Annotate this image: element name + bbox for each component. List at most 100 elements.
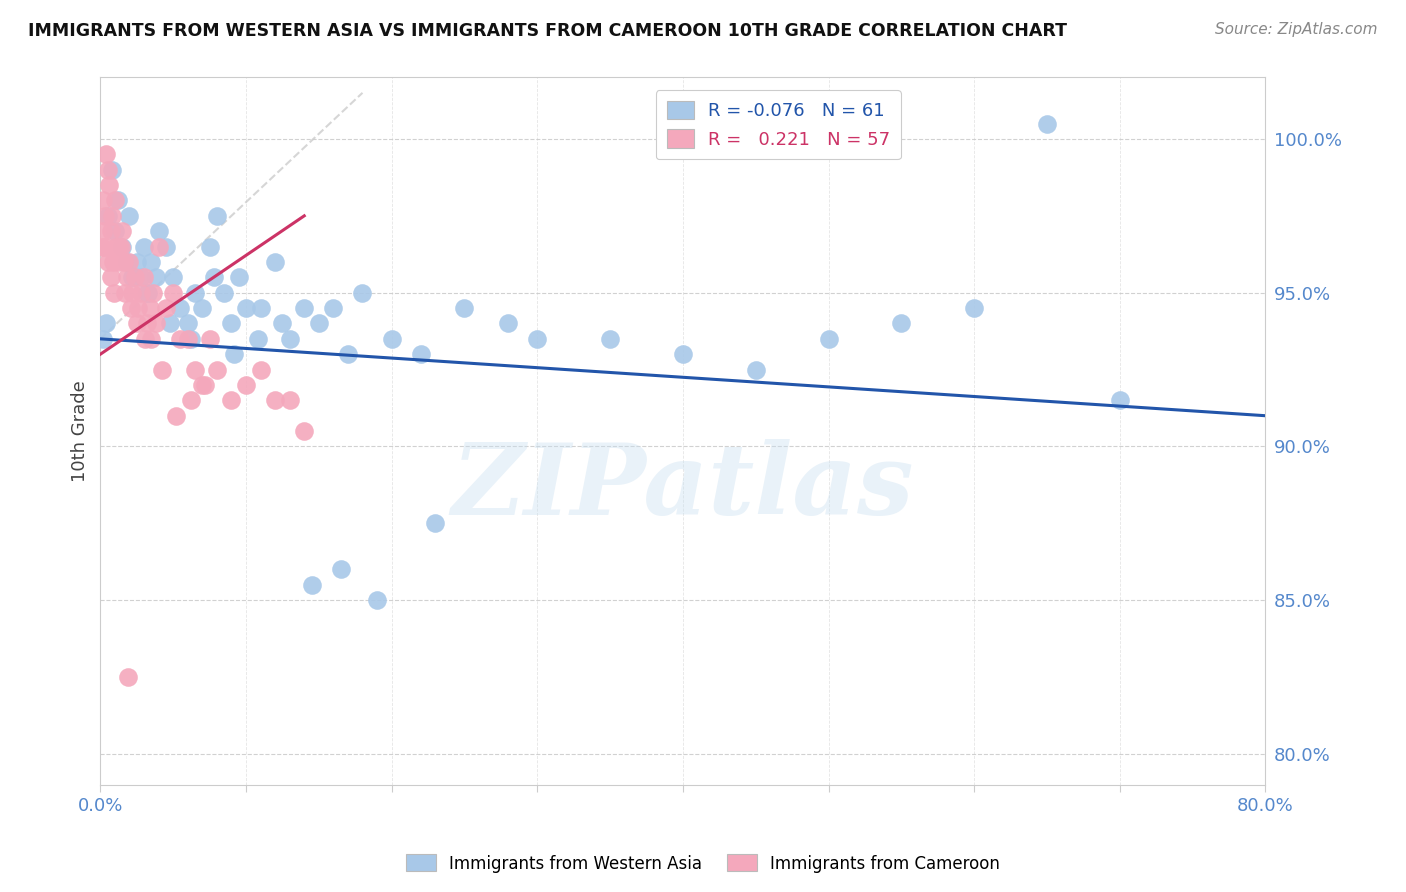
Point xyxy=(93,209,115,223)
Point xyxy=(107,194,129,208)
Point xyxy=(322,301,344,315)
Text: Source: ZipAtlas.com: Source: ZipAtlas.com xyxy=(1215,22,1378,37)
Point xyxy=(101,209,124,223)
Point xyxy=(148,239,170,253)
Point xyxy=(292,301,315,315)
Point xyxy=(292,424,315,438)
Point xyxy=(221,393,243,408)
Point xyxy=(308,317,330,331)
Point xyxy=(145,317,167,331)
Point xyxy=(121,285,143,300)
Point xyxy=(890,317,912,331)
Point xyxy=(366,593,388,607)
Point xyxy=(105,239,128,253)
Point xyxy=(114,285,136,300)
Point xyxy=(91,194,114,208)
Point xyxy=(145,270,167,285)
Point xyxy=(120,301,142,315)
Point xyxy=(96,317,118,331)
Point xyxy=(194,378,217,392)
Point xyxy=(180,393,202,408)
Point xyxy=(221,317,243,331)
Legend: Immigrants from Western Asia, Immigrants from Cameroon: Immigrants from Western Asia, Immigrants… xyxy=(399,847,1007,880)
Point xyxy=(224,347,246,361)
Point xyxy=(150,362,173,376)
Point xyxy=(177,317,200,331)
Point xyxy=(138,285,160,300)
Point xyxy=(235,378,257,392)
Point xyxy=(132,239,155,253)
Point xyxy=(336,347,359,361)
Point xyxy=(496,317,519,331)
Point xyxy=(198,332,221,346)
Point xyxy=(111,239,134,253)
Point xyxy=(249,362,271,376)
Point xyxy=(191,301,214,315)
Point xyxy=(963,301,986,315)
Point xyxy=(1036,117,1059,131)
Point xyxy=(129,270,152,285)
Point xyxy=(132,270,155,285)
Point xyxy=(177,332,200,346)
Point xyxy=(264,393,287,408)
Legend: R = -0.076   N = 61, R =   0.221   N = 57: R = -0.076 N = 61, R = 0.221 N = 57 xyxy=(655,90,901,160)
Point xyxy=(139,301,162,315)
Point xyxy=(1108,393,1130,408)
Point xyxy=(246,332,269,346)
Point xyxy=(136,285,159,300)
Point xyxy=(352,285,374,300)
Point xyxy=(205,362,228,376)
Point xyxy=(107,255,129,269)
Point xyxy=(136,317,159,331)
Point xyxy=(104,224,127,238)
Point xyxy=(97,162,120,177)
Point xyxy=(91,224,114,238)
Point xyxy=(381,332,404,346)
Text: ZIPatlas: ZIPatlas xyxy=(451,440,914,536)
Y-axis label: 10th Grade: 10th Grade xyxy=(72,380,89,482)
Point xyxy=(180,332,202,346)
Point xyxy=(97,209,120,223)
Point xyxy=(104,194,127,208)
Point xyxy=(184,285,207,300)
Point xyxy=(202,270,225,285)
Point xyxy=(110,239,132,253)
Point xyxy=(599,332,621,346)
Point xyxy=(264,255,287,269)
Point xyxy=(169,332,191,346)
Point xyxy=(271,317,294,331)
Point xyxy=(124,270,146,285)
Point xyxy=(162,285,184,300)
Point xyxy=(101,162,124,177)
Point xyxy=(90,239,112,253)
Point xyxy=(112,255,135,269)
Point xyxy=(103,285,125,300)
Point xyxy=(108,239,131,253)
Point xyxy=(212,285,235,300)
Point xyxy=(117,670,139,684)
Point xyxy=(115,270,138,285)
Point xyxy=(100,224,122,238)
Point xyxy=(141,255,163,269)
Point xyxy=(96,147,118,161)
Point xyxy=(228,270,250,285)
Point xyxy=(118,255,141,269)
Point xyxy=(235,301,257,315)
Point xyxy=(134,332,156,346)
Point xyxy=(103,255,125,269)
Point xyxy=(453,301,475,315)
Point xyxy=(125,255,148,269)
Point xyxy=(672,347,695,361)
Point xyxy=(141,332,163,346)
Point xyxy=(278,332,301,346)
Point xyxy=(155,239,177,253)
Point xyxy=(191,378,214,392)
Point xyxy=(155,301,177,315)
Point xyxy=(118,209,141,223)
Point xyxy=(249,301,271,315)
Point xyxy=(100,270,122,285)
Point xyxy=(205,209,228,223)
Point xyxy=(278,393,301,408)
Point xyxy=(97,255,120,269)
Point xyxy=(142,285,165,300)
